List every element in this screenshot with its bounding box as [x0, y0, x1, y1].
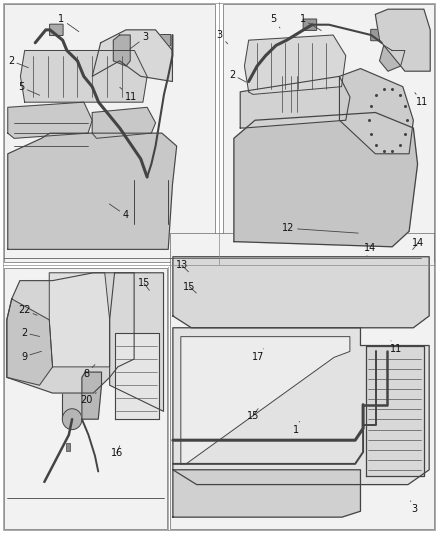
Polygon shape	[7, 273, 134, 393]
Text: 11: 11	[415, 93, 428, 107]
Text: 20: 20	[80, 393, 96, 405]
Polygon shape	[82, 372, 102, 419]
Bar	[69, 325, 75, 341]
Bar	[62, 336, 82, 419]
Bar	[223, 4, 434, 262]
Polygon shape	[115, 333, 159, 419]
Text: 1: 1	[300, 14, 321, 30]
Text: 14: 14	[364, 243, 377, 256]
Text: 1: 1	[58, 14, 79, 31]
Polygon shape	[173, 257, 429, 328]
Bar	[329, 431, 335, 449]
Polygon shape	[244, 35, 346, 94]
Polygon shape	[92, 107, 155, 138]
Text: 22: 22	[18, 305, 37, 316]
Ellipse shape	[141, 190, 162, 221]
Polygon shape	[113, 35, 130, 66]
Polygon shape	[173, 470, 360, 517]
Text: 14: 14	[412, 238, 424, 249]
FancyBboxPatch shape	[218, 256, 229, 269]
Polygon shape	[181, 337, 350, 464]
Text: 15: 15	[138, 278, 150, 290]
Text: 2: 2	[21, 328, 40, 338]
Polygon shape	[110, 273, 163, 411]
FancyBboxPatch shape	[303, 19, 317, 30]
Text: 5: 5	[18, 82, 40, 95]
FancyBboxPatch shape	[49, 24, 63, 36]
FancyBboxPatch shape	[366, 256, 377, 269]
Polygon shape	[173, 328, 429, 484]
Text: 2: 2	[8, 56, 28, 68]
Text: 15: 15	[183, 281, 196, 293]
Text: 5: 5	[270, 14, 280, 28]
Ellipse shape	[378, 102, 399, 138]
Polygon shape	[375, 9, 430, 71]
Text: 16: 16	[111, 446, 123, 458]
Bar	[207, 431, 213, 449]
Text: 15: 15	[247, 409, 259, 421]
Ellipse shape	[173, 434, 184, 446]
Ellipse shape	[369, 89, 407, 151]
Bar	[4, 4, 215, 262]
Text: 1: 1	[293, 421, 300, 435]
Polygon shape	[92, 30, 173, 82]
Polygon shape	[240, 76, 350, 128]
Polygon shape	[380, 45, 405, 71]
Bar	[170, 233, 434, 529]
Bar	[247, 431, 253, 449]
Polygon shape	[8, 102, 92, 138]
Text: 17: 17	[252, 349, 265, 361]
Ellipse shape	[62, 409, 82, 430]
Text: 13: 13	[176, 261, 188, 272]
Bar	[173, 431, 184, 476]
Text: 2: 2	[229, 70, 246, 82]
Text: 4: 4	[110, 204, 128, 220]
Bar	[294, 431, 300, 449]
Text: 11: 11	[390, 341, 403, 354]
Ellipse shape	[62, 367, 82, 388]
Text: 3: 3	[217, 30, 228, 44]
FancyBboxPatch shape	[159, 35, 171, 46]
Polygon shape	[234, 112, 417, 247]
Text: 3: 3	[410, 501, 417, 514]
Text: 8: 8	[83, 365, 95, 378]
Text: 3: 3	[130, 33, 148, 49]
Polygon shape	[339, 69, 413, 154]
Polygon shape	[8, 133, 177, 249]
Text: 9: 9	[21, 351, 42, 361]
Text: 12: 12	[283, 223, 358, 233]
Polygon shape	[366, 345, 424, 476]
Ellipse shape	[132, 180, 170, 231]
Bar	[4, 268, 167, 529]
Polygon shape	[49, 273, 110, 367]
Polygon shape	[7, 299, 53, 385]
Text: 11: 11	[120, 87, 137, 102]
FancyBboxPatch shape	[371, 29, 384, 41]
Bar	[66, 443, 71, 450]
Polygon shape	[21, 51, 147, 102]
